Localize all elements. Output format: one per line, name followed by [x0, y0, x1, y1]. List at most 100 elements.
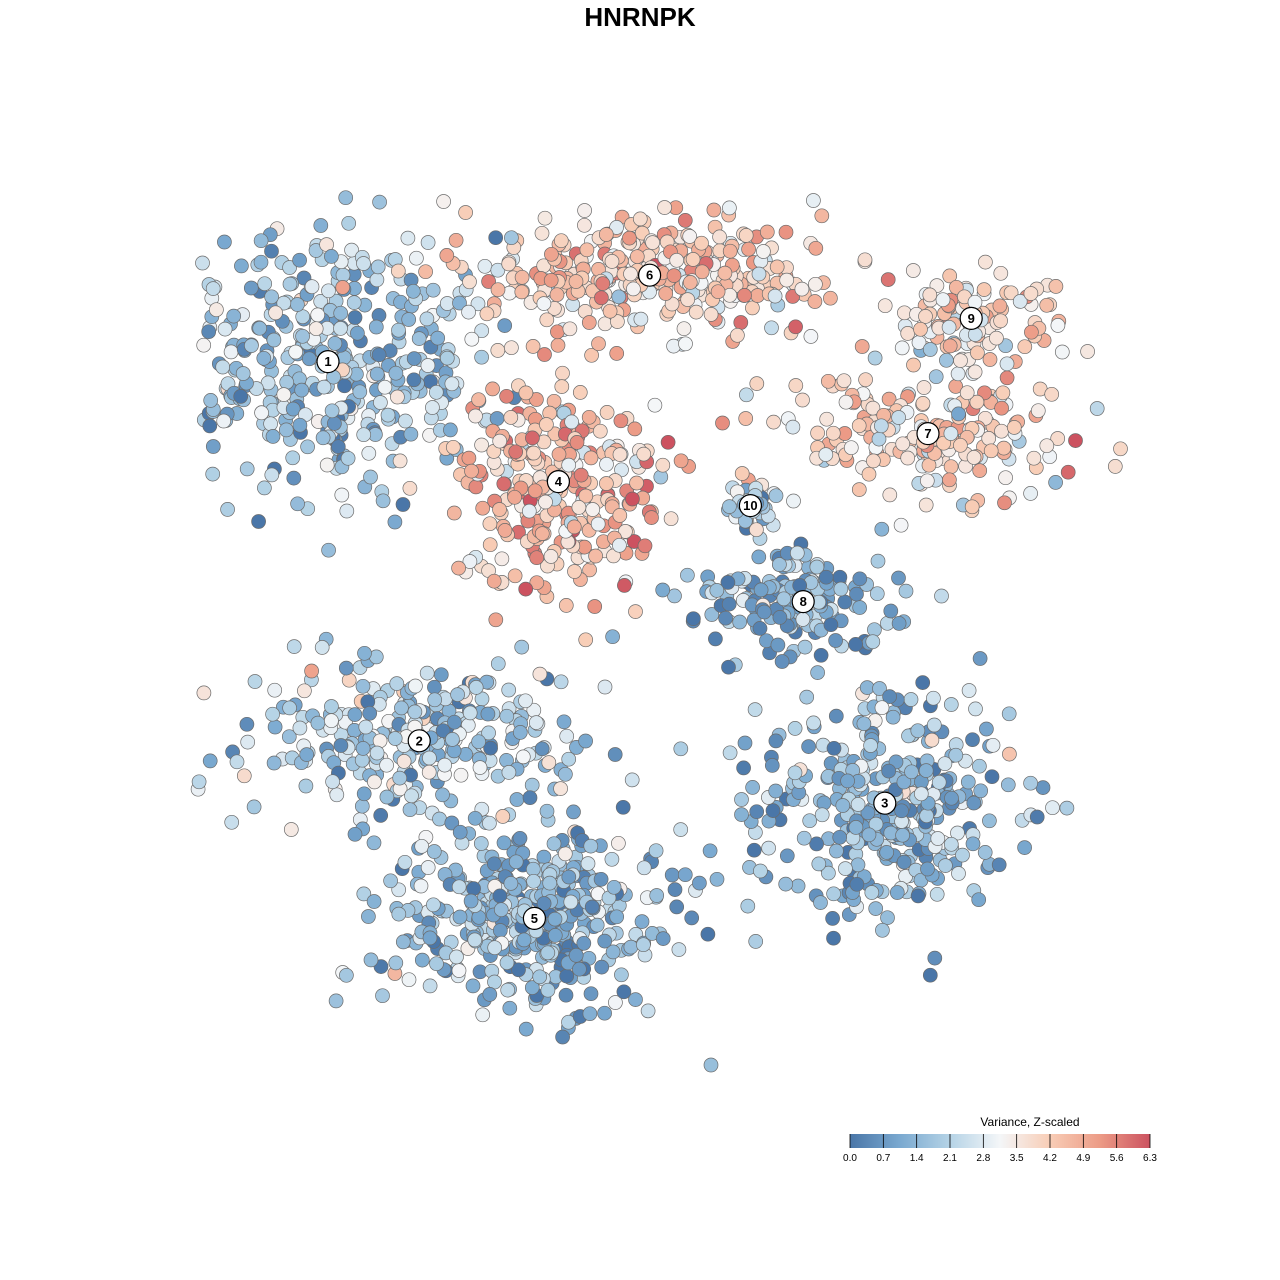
legend-tick-label: 1.4 [910, 1153, 924, 1164]
data-point [826, 886, 841, 902]
data-point [499, 955, 515, 971]
data-point [837, 594, 853, 610]
data-point [435, 723, 451, 739]
data-point [935, 292, 951, 308]
data-point [808, 276, 823, 292]
data-point [609, 346, 625, 361]
data-point [692, 875, 707, 891]
data-point [462, 705, 478, 721]
data-point [982, 813, 997, 829]
data-point [790, 878, 806, 894]
data-point [694, 235, 709, 251]
data-point [605, 944, 621, 960]
data-point [965, 836, 981, 852]
data-point [751, 549, 767, 565]
data-point [924, 732, 940, 748]
data-point [993, 265, 1009, 281]
data-point [602, 303, 618, 319]
data-point [564, 414, 579, 430]
data-point [425, 400, 440, 415]
data-point [375, 988, 390, 1004]
data-point [1012, 294, 1028, 309]
data-point [797, 639, 813, 655]
data-point [490, 262, 506, 278]
data-point [667, 588, 682, 604]
cluster-label-text: 5 [531, 911, 538, 926]
data-point [196, 685, 212, 701]
data-point [452, 909, 468, 925]
data-point [896, 854, 912, 870]
data-point [829, 843, 844, 859]
data-point [1089, 401, 1105, 416]
data-point [685, 252, 701, 267]
data-point [877, 298, 893, 314]
data-point [591, 336, 606, 352]
data-point [848, 820, 864, 835]
legend-tick-label: 0.0 [843, 1153, 857, 1164]
data-point [848, 637, 864, 652]
data-point [330, 439, 346, 455]
cluster-label-1: 1 [316, 350, 340, 374]
data-point [928, 369, 944, 385]
data-point [765, 803, 781, 818]
data-point [338, 190, 354, 206]
data-point [655, 931, 671, 946]
data-point [356, 427, 372, 443]
data-point [265, 706, 280, 722]
data-point [864, 885, 880, 900]
data-point [944, 790, 959, 806]
data-point [658, 286, 674, 301]
data-point [508, 444, 524, 460]
data-point [493, 902, 509, 918]
data-point [941, 319, 957, 335]
data-point [266, 755, 282, 771]
data-point [700, 926, 716, 942]
data-point [539, 803, 555, 819]
data-point [264, 467, 280, 483]
data-point [501, 682, 517, 698]
data-point [734, 807, 749, 822]
data-point [474, 349, 489, 365]
data-point [843, 440, 859, 456]
data-point [279, 374, 295, 390]
data-point [264, 289, 279, 305]
data-point [244, 338, 259, 353]
data-point [882, 689, 897, 704]
data-point [514, 269, 530, 285]
data-point [859, 680, 875, 695]
data-point [802, 813, 818, 829]
data-point [215, 359, 231, 375]
data-point [290, 496, 305, 512]
data-point [482, 987, 498, 1002]
data-point [1039, 438, 1055, 454]
data-point [611, 289, 627, 305]
data-point [252, 320, 268, 336]
data-point [881, 763, 897, 779]
data-point [580, 856, 596, 871]
data-point [684, 910, 700, 926]
data-point [229, 754, 245, 770]
data-point [910, 723, 926, 739]
data-point [611, 835, 626, 851]
data-point [999, 370, 1015, 386]
data-point [486, 856, 502, 872]
legend-tick-label: 3.5 [1010, 1153, 1024, 1164]
data-point [422, 750, 437, 766]
data-point [299, 747, 315, 762]
data-point [298, 778, 314, 794]
data-point [1068, 433, 1083, 448]
data-point [373, 395, 388, 410]
data-point [640, 1003, 656, 1019]
data-point [593, 871, 609, 887]
data-point [599, 405, 615, 420]
data-point [313, 218, 329, 233]
data-point [624, 772, 640, 788]
data-point [977, 845, 993, 860]
data-point [202, 753, 218, 769]
data-point [749, 522, 764, 538]
data-point [660, 434, 676, 450]
data-point [993, 313, 1008, 329]
data-point [686, 611, 701, 627]
data-point [768, 783, 784, 799]
data-point [443, 422, 458, 438]
